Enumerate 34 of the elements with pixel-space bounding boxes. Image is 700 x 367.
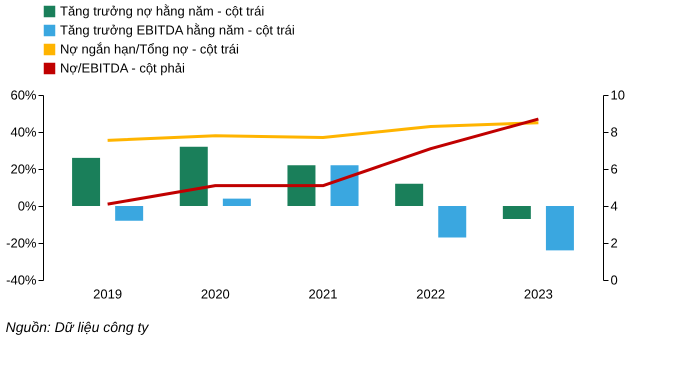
bar (72, 158, 100, 206)
bar (330, 165, 359, 206)
legend-label: Tăng trưởng nợ hằng năm - cột trái (60, 4, 264, 18)
text: Nguồn: Dữ liệu công ty (6, 319, 150, 335)
y2-tick-label: 0 (610, 272, 618, 288)
legend-label: Nợ/EBITDA - cột phải (60, 60, 185, 76)
y-tick-label: 20% (10, 162, 37, 176)
bar (287, 165, 316, 206)
legend-label: Tăng trưởng EBITDA hằng năm - cột trái (60, 22, 295, 38)
y2-tick-label: 2 (610, 236, 618, 250)
legend-label: Nợ ngắn hạn/Tổng nợ - cột trái (60, 42, 240, 56)
bar (115, 206, 144, 221)
y-tick-label: 0% (18, 198, 37, 214)
x-tick-label: 2022 (416, 286, 446, 302)
y2-tick-label: 8 (610, 124, 618, 140)
y2-tick-label: 10 (610, 88, 625, 102)
x-tick-label: 2023 (524, 286, 553, 302)
line-series (106, 121, 540, 142)
x-tick-label: 2019 (93, 286, 122, 302)
y2-tick-label: 4 (610, 198, 618, 214)
x-tick-label: 2020 (200, 286, 230, 302)
bar (180, 146, 208, 206)
bar (546, 206, 574, 250)
bar (222, 198, 251, 206)
line-series (106, 118, 540, 206)
bar (438, 206, 466, 238)
bar (395, 184, 424, 206)
y-tick-label: 60% (10, 88, 37, 102)
y-tick-label: 40% (10, 124, 37, 140)
x-tick-label: 2021 (308, 286, 338, 302)
y2-tick-label: 6 (610, 162, 618, 176)
y-tick-label: -20% (6, 236, 37, 250)
bar (502, 206, 531, 219)
y-tick-label: -40% (6, 272, 37, 288)
